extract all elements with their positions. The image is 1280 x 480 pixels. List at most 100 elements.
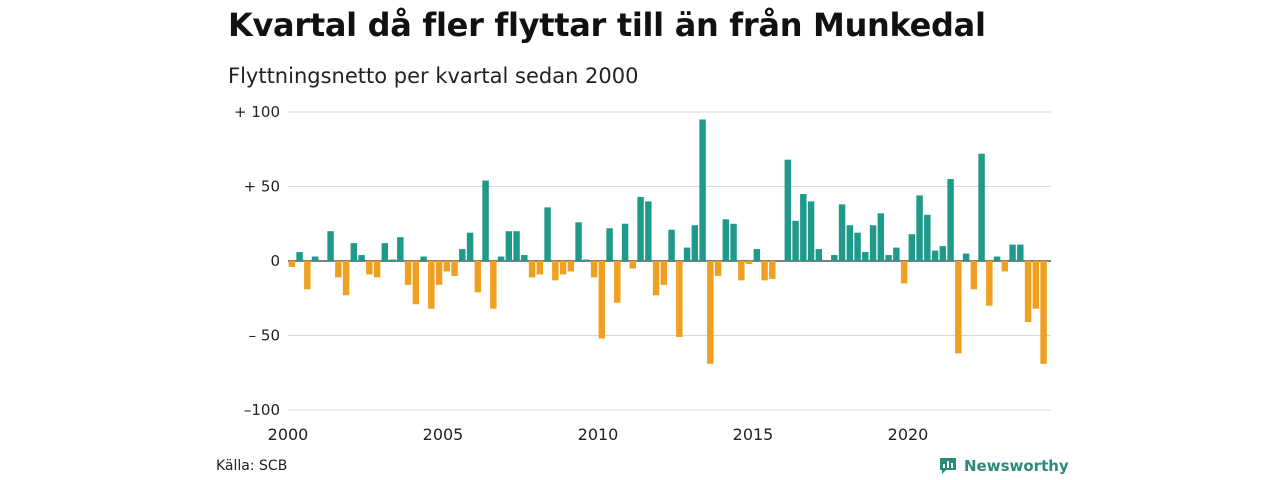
bar <box>691 225 699 261</box>
bar <box>327 231 334 261</box>
bar <box>699 119 706 261</box>
bars <box>288 119 1047 364</box>
bar <box>381 243 389 261</box>
bar <box>838 204 846 261</box>
bar <box>738 261 745 281</box>
y-tick-label: + 100 <box>234 103 280 121</box>
bar <box>637 196 644 261</box>
bar <box>521 255 528 261</box>
bar <box>304 261 311 290</box>
bar <box>583 259 590 261</box>
bar <box>862 252 869 261</box>
bar <box>459 249 466 261</box>
newsworthy-logo-icon <box>940 458 956 474</box>
bar <box>342 261 350 296</box>
x-tick-label: 2020 <box>888 425 929 444</box>
y-tick-label: 0 <box>270 252 280 270</box>
bar <box>676 261 683 337</box>
bar <box>784 159 792 261</box>
bar <box>707 261 714 364</box>
bar <box>885 255 892 261</box>
bar <box>598 261 606 339</box>
bar <box>900 261 908 284</box>
x-tick-label: 2010 <box>578 425 619 444</box>
bar <box>420 256 427 261</box>
bar <box>1001 261 1009 272</box>
bar <box>536 261 544 275</box>
bar <box>714 261 722 276</box>
bar <box>916 195 923 261</box>
x-tick-label: 2005 <box>423 425 464 444</box>
bar <box>645 201 652 261</box>
bar <box>490 261 497 309</box>
x-tick-label: 2000 <box>268 425 309 444</box>
bar <box>722 219 730 261</box>
bar <box>466 232 474 261</box>
bar <box>575 222 582 261</box>
bar <box>939 246 947 261</box>
bar <box>993 256 1001 261</box>
bar <box>846 225 854 261</box>
bar <box>800 193 807 261</box>
bar <box>528 261 536 278</box>
bar <box>474 261 482 293</box>
bar <box>955 261 962 354</box>
bar <box>769 261 776 279</box>
bar <box>590 261 598 278</box>
bar <box>869 225 877 261</box>
bar <box>505 231 513 261</box>
bar <box>924 214 931 261</box>
bar <box>311 256 319 261</box>
bar <box>761 261 768 281</box>
bar <box>683 247 691 261</box>
bar <box>908 234 916 261</box>
bar <box>614 261 621 303</box>
bar <box>373 261 381 278</box>
bar <box>962 253 970 261</box>
chart-title: Kvartal då fler flyttar till än från Mun… <box>228 6 986 44</box>
bar <box>815 249 823 261</box>
bar <box>831 255 838 261</box>
bar <box>497 256 505 261</box>
bar <box>1024 261 1032 323</box>
bar <box>668 229 675 261</box>
bar <box>544 207 551 261</box>
source-note: Källa: SCB <box>216 458 288 474</box>
x-tick-label: 2015 <box>733 425 774 444</box>
bar <box>606 228 613 261</box>
bar <box>1032 261 1040 309</box>
bar <box>443 261 451 272</box>
y-tick-label: –100 <box>244 401 280 419</box>
bar <box>451 261 458 276</box>
bar <box>931 250 939 261</box>
bar <box>753 249 761 261</box>
bar <box>792 220 799 261</box>
bar <box>428 261 435 309</box>
bar <box>629 261 637 269</box>
bar <box>350 243 358 261</box>
bar <box>893 247 900 261</box>
bar <box>1017 244 1024 261</box>
bar <box>970 261 978 290</box>
bar <box>552 261 559 281</box>
bar <box>567 261 575 272</box>
bar <box>978 153 985 261</box>
bar <box>389 259 396 261</box>
bar <box>986 261 993 306</box>
bar <box>807 201 815 261</box>
newsworthy-brand: Newsworthy <box>938 456 1069 476</box>
bar <box>730 223 737 261</box>
bar <box>513 231 520 261</box>
axes: + 100 + 50 0 – 50 –100 2000 2005 2010 2015 2020 <box>234 103 928 444</box>
bar <box>296 252 303 261</box>
chart-subtitle: Flyttningsnetto per kvartal sedan 2000 <box>228 64 639 88</box>
bar <box>482 180 489 261</box>
bar <box>335 261 342 278</box>
bar <box>660 261 668 285</box>
y-tick-label: – 50 <box>249 327 280 345</box>
bar <box>288 261 296 267</box>
bar <box>652 261 660 296</box>
bar <box>854 232 861 261</box>
brand-name: Newsworthy <box>964 457 1069 475</box>
